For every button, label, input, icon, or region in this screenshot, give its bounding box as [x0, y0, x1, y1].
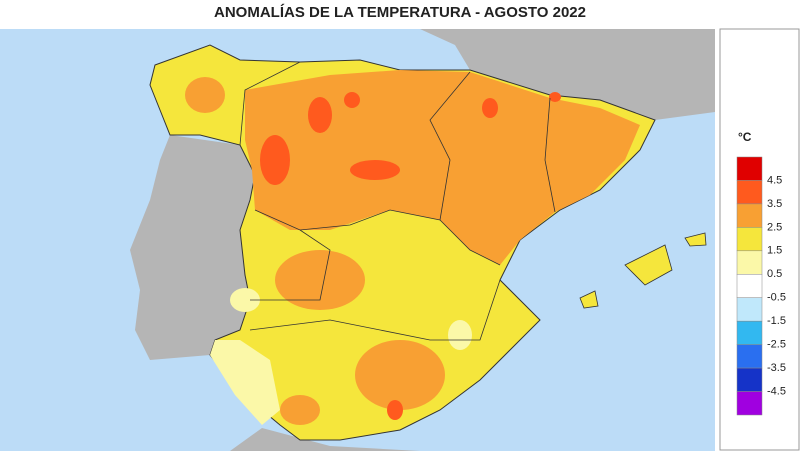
region-borders	[239, 61, 556, 341]
legend-swatch	[736, 203, 763, 228]
legend-tick-label: 4.5	[767, 174, 782, 186]
portugal	[130, 135, 255, 360]
france	[420, 29, 715, 120]
legend-tick-label: -0.5	[767, 292, 786, 304]
legend-unit: °C	[738, 130, 752, 144]
menorca	[684, 232, 707, 247]
legend-swatch	[736, 274, 763, 298]
legend-swatch	[736, 227, 763, 252]
legend-swatch	[736, 297, 763, 322]
legend-swatch	[736, 156, 763, 181]
legend-swatch	[736, 250, 763, 275]
africa	[230, 428, 420, 451]
map	[0, 29, 715, 451]
legend-tick-label: 3.5	[767, 198, 782, 210]
legend-swatch	[736, 391, 763, 416]
legend-swatch	[736, 320, 763, 345]
legend-tick-label: 1.5	[767, 245, 782, 257]
legend-tick-label: 0.5	[767, 268, 782, 280]
legend-tick-label: -4.5	[767, 385, 786, 397]
legend-swatch	[736, 344, 763, 369]
legend-swatch	[736, 367, 763, 392]
legend-tick-label: -1.5	[767, 315, 786, 327]
hot-spots	[260, 92, 561, 420]
title: ANOMALÍAS DE LA TEMPERATURA - AGOSTO 202…	[214, 4, 586, 21]
legend: 4.5 3.5 2.5 1.5 0.5 -0.5 -1.5 -2.5 -3.5 -4.5	[736, 156, 786, 416]
mild-areas	[210, 288, 472, 425]
legend-tick-label: -2.5	[767, 339, 786, 351]
warm-areas	[185, 70, 640, 425]
mallorca	[624, 244, 673, 286]
legend-swatch	[736, 180, 763, 205]
legend-tick-label: 2.5	[767, 221, 782, 233]
ibiza	[579, 290, 599, 309]
legend-tick-label: -3.5	[767, 362, 786, 374]
